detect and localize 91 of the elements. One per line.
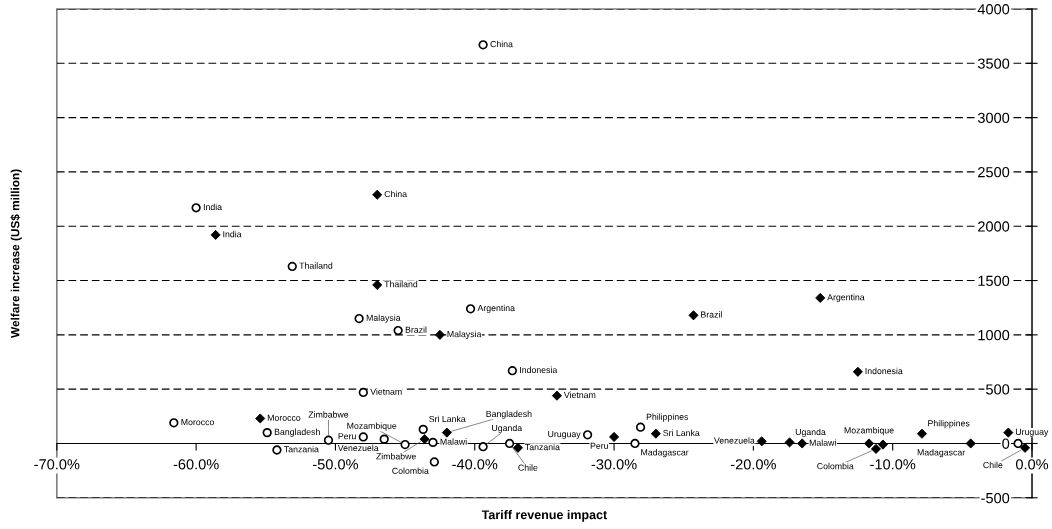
- point: [630, 438, 640, 449]
- y-tick-label: 0: [1002, 438, 1010, 449]
- annotation: Peru: [590, 442, 608, 449]
- annotation: Indonesia: [520, 366, 558, 374]
- point: [635, 422, 646, 432]
- annotation: Malawi: [809, 439, 836, 446]
- annotation: Morocco: [181, 419, 214, 426]
- y-tick-label: 4000: [977, 4, 1010, 15]
- annotation: Mozambique: [844, 426, 894, 436]
- annotation: Indonesia: [865, 367, 903, 375]
- point: [1013, 438, 1023, 449]
- annotation: Philippines: [646, 413, 689, 422]
- point: [504, 438, 515, 449]
- x-tick-label: -60.0%: [173, 459, 219, 470]
- annotation: Uganda: [492, 424, 523, 433]
- y-tick-label: 1500: [978, 275, 1010, 286]
- annotation: Venezuela: [713, 437, 755, 444]
- point: [272, 445, 282, 455]
- x-tick-label: -40.0%: [452, 459, 498, 470]
- annotation: Colombia: [817, 462, 854, 470]
- annotation: India: [223, 230, 242, 238]
- annotation: India: [203, 203, 223, 211]
- annotation: Malaysia: [447, 330, 482, 339]
- annotation: Uruguay: [548, 431, 581, 439]
- annotation: Bangladesh: [274, 428, 320, 437]
- point: [379, 434, 389, 444]
- point: [191, 203, 201, 213]
- annotation: Vietnam: [563, 391, 596, 399]
- annotation: Madagascar: [641, 449, 689, 458]
- point: [323, 435, 334, 445]
- annotation: Vietnam: [370, 388, 402, 395]
- y-tick-label: 2000: [978, 221, 1010, 232]
- annotation: Tanzania: [525, 443, 560, 451]
- point: [287, 261, 297, 272]
- point: [358, 387, 368, 398]
- annotation: Colombia: [392, 467, 429, 474]
- y-tick-label: 500: [986, 384, 1010, 395]
- x-tick-label: -70.0%: [34, 459, 80, 470]
- annotation: Sri Lanka: [663, 429, 700, 437]
- annotation: Brazil: [405, 326, 427, 333]
- y-axis-title: Welfare increase (US$ million): [10, 169, 22, 338]
- x-tick-label: -10.0%: [870, 459, 916, 470]
- annotation: Argentina: [477, 304, 515, 313]
- x-tick-label: -30.0%: [591, 459, 637, 470]
- point: [169, 418, 179, 428]
- point: [478, 40, 488, 50]
- annotation: China: [490, 40, 513, 48]
- x-tick-label: -20.0%: [730, 459, 776, 470]
- annotation: Malaysia: [366, 314, 401, 323]
- point: [478, 442, 488, 452]
- annotation: Uruguay: [1015, 428, 1049, 437]
- point: [428, 437, 438, 448]
- y-tick-label: 3000: [977, 112, 1010, 124]
- point: [465, 304, 476, 314]
- point: [863, 438, 875, 449]
- annotation: Bangladesh: [486, 410, 532, 419]
- y-tick-label: 1000: [978, 329, 1010, 341]
- annotation: Peru: [338, 433, 356, 440]
- annotation: China: [384, 190, 408, 198]
- y-tick-label: 2500: [978, 167, 1010, 178]
- annotation: Mozambique: [347, 422, 397, 431]
- y-tick-label: -500: [981, 492, 1010, 504]
- annotation: Philippines: [928, 419, 970, 429]
- point: [507, 366, 518, 376]
- annotation: Tanzania: [284, 445, 319, 453]
- annotation: Malawi: [440, 438, 467, 445]
- point: [262, 427, 272, 438]
- x-axis-title: Tariff revenue impact: [481, 510, 608, 522]
- annotation: Thailand: [384, 280, 418, 288]
- point: [358, 432, 368, 442]
- point: [400, 439, 410, 450]
- x-tick-label: 0.0%: [1015, 459, 1049, 470]
- annotation: Argentina: [827, 293, 865, 302]
- annotation: Zimbabwe: [308, 411, 349, 418]
- annotation: Brazil: [701, 311, 722, 318]
- annotation: Madagascar: [917, 449, 966, 458]
- point: [354, 313, 364, 324]
- annotation: Morocco: [267, 414, 301, 421]
- annotation: Sri Lanka: [429, 415, 466, 423]
- annotation: Venezuela: [337, 444, 379, 452]
- annotation: Uganda: [795, 428, 826, 437]
- annotation: Chile: [518, 464, 538, 471]
- annotation: Zimbabwe: [376, 453, 416, 460]
- point: [582, 430, 593, 440]
- point: [418, 424, 428, 434]
- x-tick-label: -50.0%: [312, 459, 359, 470]
- point: [393, 325, 403, 336]
- annotation: Chile: [983, 461, 1003, 469]
- y-tick-label: 3500: [977, 58, 1010, 69]
- annotation: Thailand: [299, 262, 333, 269]
- point: [429, 457, 439, 467]
